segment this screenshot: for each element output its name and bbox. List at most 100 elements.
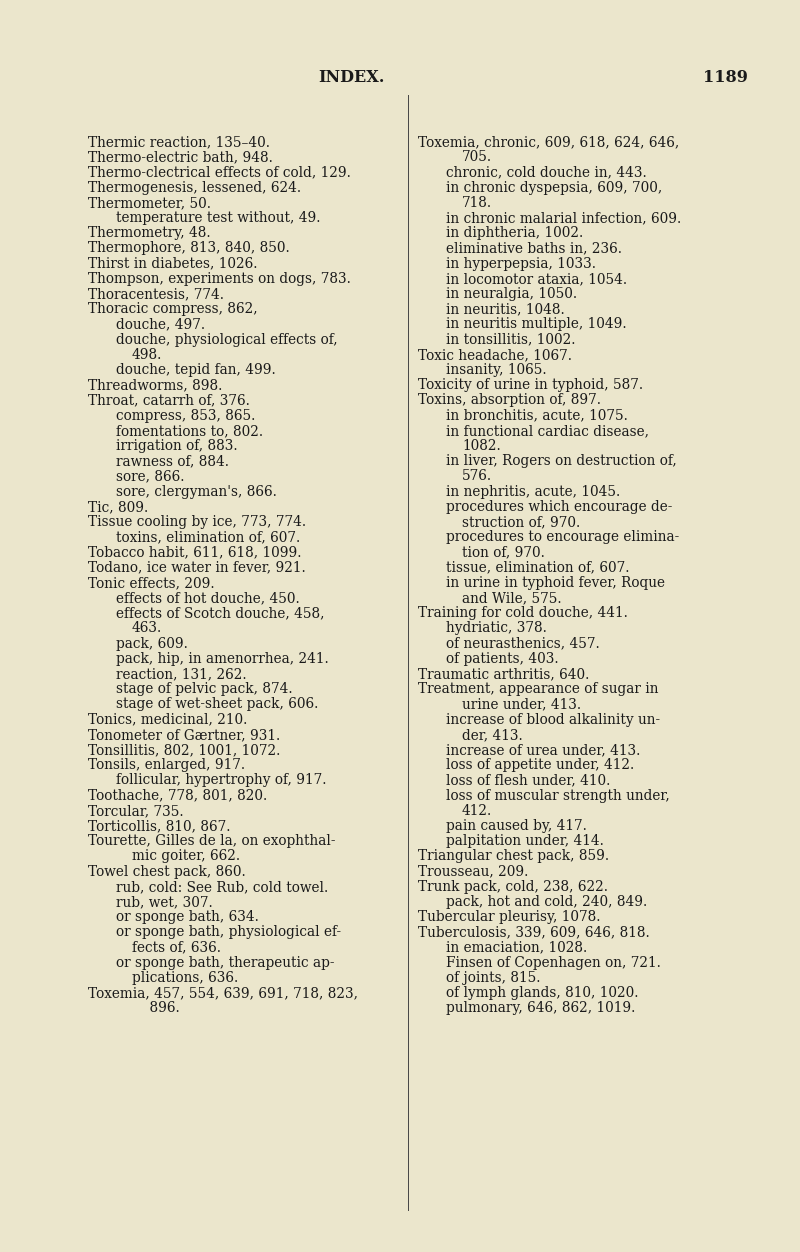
Text: douche, tepid fan, 499.: douche, tepid fan, 499.: [116, 363, 276, 377]
Text: douche, physiological effects of,: douche, physiological effects of,: [116, 333, 338, 347]
Text: Toxins, absorption of, 897.: Toxins, absorption of, 897.: [418, 393, 601, 407]
Text: Tonsillitis, 802, 1001, 1072.: Tonsillitis, 802, 1001, 1072.: [88, 742, 280, 757]
Text: Tonics, medicinal, 210.: Tonics, medicinal, 210.: [88, 712, 247, 726]
Text: struction of, 970.: struction of, 970.: [462, 515, 580, 530]
Text: fomentations to, 802.: fomentations to, 802.: [116, 423, 263, 438]
Text: pack, hot and cold, 240, 849.: pack, hot and cold, 240, 849.: [446, 895, 647, 909]
Text: or sponge bath, 634.: or sponge bath, 634.: [116, 910, 259, 924]
Text: Thermo-clectrical effects of cold, 129.: Thermo-clectrical effects of cold, 129.: [88, 165, 351, 179]
Text: pain caused by, 417.: pain caused by, 417.: [446, 819, 587, 833]
Text: in bronchitis, acute, 1075.: in bronchitis, acute, 1075.: [446, 408, 628, 423]
Text: 412.: 412.: [462, 804, 492, 818]
Text: in functional cardiac disease,: in functional cardiac disease,: [446, 423, 649, 438]
Text: palpitation under, 414.: palpitation under, 414.: [446, 834, 604, 848]
Text: sore, 866.: sore, 866.: [116, 470, 185, 483]
Text: Trunk pack, cold, 238, 622.: Trunk pack, cold, 238, 622.: [418, 880, 608, 894]
Text: fects of, 636.: fects of, 636.: [132, 940, 221, 954]
Text: 1082.: 1082.: [462, 439, 501, 453]
Text: effects of hot douche, 450.: effects of hot douche, 450.: [116, 591, 300, 605]
Text: procedures to encourage elimina-: procedures to encourage elimina-: [446, 530, 679, 545]
Text: Training for cold douche, 441.: Training for cold douche, 441.: [418, 606, 628, 620]
Text: Treatment, appearance of sugar in: Treatment, appearance of sugar in: [418, 682, 658, 696]
Text: Todano, ice water in fever, 921.: Todano, ice water in fever, 921.: [88, 561, 306, 575]
Text: Thermophore, 813, 840, 850.: Thermophore, 813, 840, 850.: [88, 242, 290, 255]
Text: Tissue cooling by ice, 773, 774.: Tissue cooling by ice, 773, 774.: [88, 515, 306, 530]
Text: Toothache, 778, 801, 820.: Toothache, 778, 801, 820.: [88, 789, 267, 803]
Text: temperature test without, 49.: temperature test without, 49.: [116, 212, 321, 225]
Text: 1189: 1189: [703, 70, 748, 86]
Text: of lymph glands, 810, 1020.: of lymph glands, 810, 1020.: [446, 987, 638, 1000]
Text: Toxemia, chronic, 609, 618, 624, 646,: Toxemia, chronic, 609, 618, 624, 646,: [418, 135, 679, 149]
Text: in nephritis, acute, 1045.: in nephritis, acute, 1045.: [446, 485, 620, 498]
Text: Tonometer of Gærtner, 931.: Tonometer of Gærtner, 931.: [88, 727, 280, 741]
Text: compress, 853, 865.: compress, 853, 865.: [116, 408, 255, 423]
Text: Tonic effects, 209.: Tonic effects, 209.: [88, 576, 214, 590]
Text: plications, 636.: plications, 636.: [132, 972, 238, 985]
Text: in emaciation, 1028.: in emaciation, 1028.: [446, 940, 587, 954]
Text: insanity, 1065.: insanity, 1065.: [446, 363, 546, 377]
Text: douche, 497.: douche, 497.: [116, 318, 205, 332]
Text: Tourette, Gilles de la, on exophthal-: Tourette, Gilles de la, on exophthal-: [88, 834, 335, 848]
Text: pulmonary, 646, 862, 1019.: pulmonary, 646, 862, 1019.: [446, 1002, 635, 1015]
Text: chronic, cold douche in, 443.: chronic, cold douche in, 443.: [446, 165, 646, 179]
Text: hydriatic, 378.: hydriatic, 378.: [446, 621, 547, 636]
Text: or sponge bath, therapeutic ap-: or sponge bath, therapeutic ap-: [116, 955, 334, 970]
Text: stage of wet-sheet pack, 606.: stage of wet-sheet pack, 606.: [116, 697, 318, 711]
Text: der, 413.: der, 413.: [462, 727, 522, 741]
Text: loss of appetite under, 412.: loss of appetite under, 412.: [446, 759, 634, 772]
Text: Finsen of Copenhagen on, 721.: Finsen of Copenhagen on, 721.: [446, 955, 661, 970]
Text: toxins, elimination of, 607.: toxins, elimination of, 607.: [116, 530, 300, 545]
Text: procedures which encourage de-: procedures which encourage de-: [446, 500, 672, 513]
Text: rub, wet, 307.: rub, wet, 307.: [116, 895, 213, 909]
Text: pack, 609.: pack, 609.: [116, 636, 188, 651]
Text: Thirst in diabetes, 1026.: Thirst in diabetes, 1026.: [88, 257, 258, 270]
Text: in locomotor ataxia, 1054.: in locomotor ataxia, 1054.: [446, 272, 627, 285]
Text: pack, hip, in amenorrhea, 241.: pack, hip, in amenorrhea, 241.: [116, 652, 329, 666]
Text: Tonsils, enlarged, 917.: Tonsils, enlarged, 917.: [88, 759, 245, 772]
Text: rawness of, 884.: rawness of, 884.: [116, 454, 229, 468]
Text: in liver, Rogers on destruction of,: in liver, Rogers on destruction of,: [446, 454, 677, 468]
Text: stage of pelvic pack, 874.: stage of pelvic pack, 874.: [116, 682, 293, 696]
Text: Threadworms, 898.: Threadworms, 898.: [88, 378, 222, 392]
Text: of patients, 403.: of patients, 403.: [446, 652, 558, 666]
Text: and Wile, 575.: and Wile, 575.: [462, 591, 562, 605]
Text: in chronic dyspepsia, 609, 700,: in chronic dyspepsia, 609, 700,: [446, 180, 662, 194]
Text: 498.: 498.: [132, 348, 162, 362]
Text: mic goiter, 662.: mic goiter, 662.: [132, 849, 240, 864]
Text: Traumatic arthritis, 640.: Traumatic arthritis, 640.: [418, 667, 590, 681]
Text: 718.: 718.: [462, 195, 492, 210]
Text: effects of Scotch douche, 458,: effects of Scotch douche, 458,: [116, 606, 325, 620]
Text: irrigation of, 883.: irrigation of, 883.: [116, 439, 238, 453]
Text: Thompson, experiments on dogs, 783.: Thompson, experiments on dogs, 783.: [88, 272, 351, 285]
Text: 576.: 576.: [462, 470, 492, 483]
Text: in neuritis, 1048.: in neuritis, 1048.: [446, 302, 565, 317]
Text: Thoracic compress, 862,: Thoracic compress, 862,: [88, 302, 258, 317]
Text: Toxemia, 457, 554, 639, 691, 718, 823,: Toxemia, 457, 554, 639, 691, 718, 823,: [88, 987, 358, 1000]
Text: or sponge bath, physiological ef-: or sponge bath, physiological ef-: [116, 925, 341, 939]
Text: in neuralgia, 1050.: in neuralgia, 1050.: [446, 287, 577, 300]
Text: in urine in typhoid fever, Roque: in urine in typhoid fever, Roque: [446, 576, 665, 590]
Text: Trousseau, 209.: Trousseau, 209.: [418, 865, 528, 879]
Text: increase of urea under, 413.: increase of urea under, 413.: [446, 742, 640, 757]
Text: urine under, 413.: urine under, 413.: [462, 697, 581, 711]
Text: Thermometer, 50.: Thermometer, 50.: [88, 195, 211, 210]
Text: in neuritis multiple, 1049.: in neuritis multiple, 1049.: [446, 318, 626, 332]
Text: Thoracentesis, 774.: Thoracentesis, 774.: [88, 287, 224, 300]
Text: tion of, 970.: tion of, 970.: [462, 546, 545, 560]
Text: sore, clergyman's, 866.: sore, clergyman's, 866.: [116, 485, 277, 498]
Text: in chronic malarial infection, 609.: in chronic malarial infection, 609.: [446, 212, 682, 225]
Text: Torticollis, 810, 867.: Torticollis, 810, 867.: [88, 819, 230, 833]
Text: Toxic headache, 1067.: Toxic headache, 1067.: [418, 348, 572, 362]
Text: Tuberculosis, 339, 609, 646, 818.: Tuberculosis, 339, 609, 646, 818.: [418, 925, 650, 939]
Text: Tobacco habit, 611, 618, 1099.: Tobacco habit, 611, 618, 1099.: [88, 546, 302, 560]
Text: Triangular chest pack, 859.: Triangular chest pack, 859.: [418, 849, 609, 864]
Text: increase of blood alkalinity un-: increase of blood alkalinity un-: [446, 712, 660, 726]
Text: Torcular, 735.: Torcular, 735.: [88, 804, 184, 818]
Text: rub, cold: See Rub, cold towel.: rub, cold: See Rub, cold towel.: [116, 880, 328, 894]
Text: of neurasthenics, 457.: of neurasthenics, 457.: [446, 636, 600, 651]
Text: tissue, elimination of, 607.: tissue, elimination of, 607.: [446, 561, 630, 575]
Text: Thermic reaction, 135–40.: Thermic reaction, 135–40.: [88, 135, 270, 149]
Text: loss of flesh under, 410.: loss of flesh under, 410.: [446, 774, 610, 788]
Text: follicular, hypertrophy of, 917.: follicular, hypertrophy of, 917.: [116, 774, 326, 788]
Text: in diphtheria, 1002.: in diphtheria, 1002.: [446, 227, 583, 240]
